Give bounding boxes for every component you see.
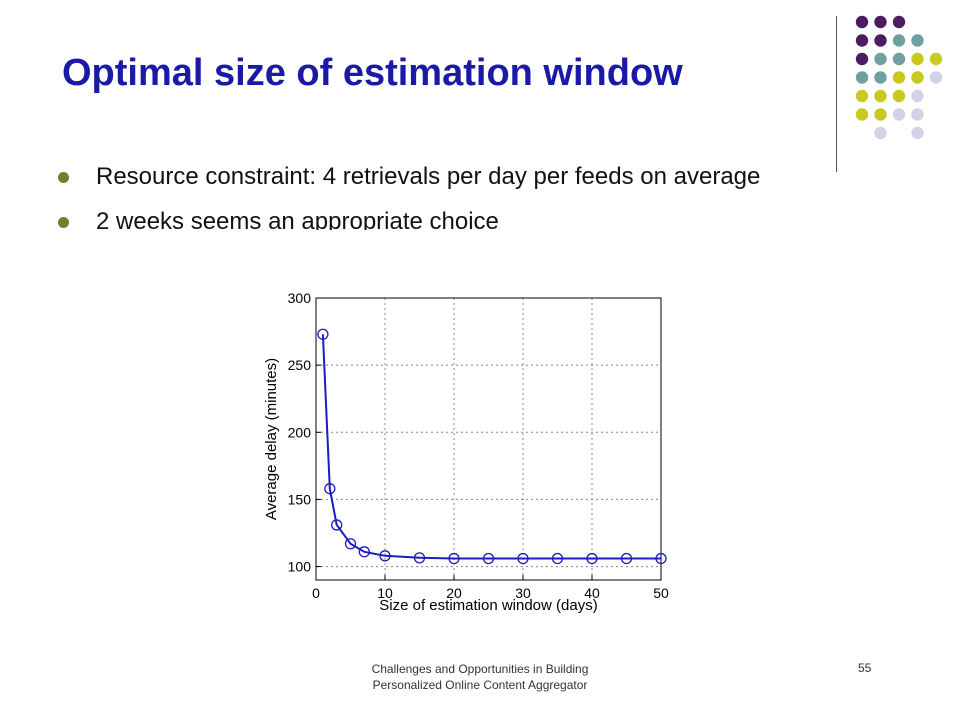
decorative-dot	[930, 71, 942, 83]
decorative-dot	[911, 34, 923, 46]
decorative-dot	[874, 90, 886, 102]
decorative-dot	[911, 71, 923, 83]
decorative-dot	[911, 108, 923, 120]
decorative-dot	[874, 53, 886, 65]
footer-line: Challenges and Opportunities in Building	[330, 661, 630, 677]
decorative-dot	[856, 90, 868, 102]
footer: Challenges and Opportunities in Building…	[330, 661, 630, 693]
y-tick-label: 100	[288, 559, 312, 575]
decorative-dot	[874, 16, 886, 28]
decorative-dot	[893, 16, 905, 28]
y-tick-label: 300	[288, 290, 312, 306]
slide-title: Optimal size of estimation window	[62, 52, 683, 95]
x-tick-label: 50	[653, 585, 669, 601]
decorative-dot	[856, 34, 868, 46]
plot-area	[316, 298, 661, 580]
decorative-dot	[893, 90, 905, 102]
decorative-dot	[911, 53, 923, 65]
decorative-dot	[911, 127, 923, 139]
decorative-dot	[893, 108, 905, 120]
decorative-divider-line	[836, 16, 837, 172]
decorative-dot	[930, 53, 942, 65]
bullet-list: Resource constraint: 4 retrievals per da…	[58, 162, 858, 245]
decorative-dot	[874, 108, 886, 120]
bullet-dot-icon	[58, 217, 69, 228]
decorative-dot	[856, 108, 868, 120]
bullet-item: 2 weeks seems an appropriate choice	[58, 207, 858, 230]
y-axis-label: Average delay (minutes)	[263, 358, 280, 520]
y-tick-label: 250	[288, 357, 312, 373]
decorative-dot	[856, 53, 868, 65]
footer-line: Personalized Online Content Aggregator	[330, 677, 630, 693]
decorative-dot	[893, 71, 905, 83]
bullet-text: Resource constraint: 4 retrievals per da…	[96, 163, 760, 190]
page-number: 55	[858, 661, 871, 675]
bullet-item: Resource constraint: 4 retrievals per da…	[58, 162, 858, 192]
bullet-dot-icon	[58, 172, 69, 183]
decorative-dot	[893, 34, 905, 46]
x-tick-label: 0	[312, 585, 320, 601]
decorative-dot	[856, 16, 868, 28]
decorative-dot	[874, 127, 886, 139]
decorative-dot	[874, 34, 886, 46]
y-tick-label: 150	[288, 491, 312, 507]
bullet-text: 2 weeks seems an appropriate choice	[96, 208, 499, 230]
decorative-dot	[911, 90, 923, 102]
y-tick-label: 200	[288, 424, 312, 440]
decorative-dot	[874, 71, 886, 83]
x-axis-label: Size of estimation window (days)	[379, 597, 597, 614]
decorative-dot	[893, 53, 905, 65]
decorative-dot	[856, 71, 868, 83]
